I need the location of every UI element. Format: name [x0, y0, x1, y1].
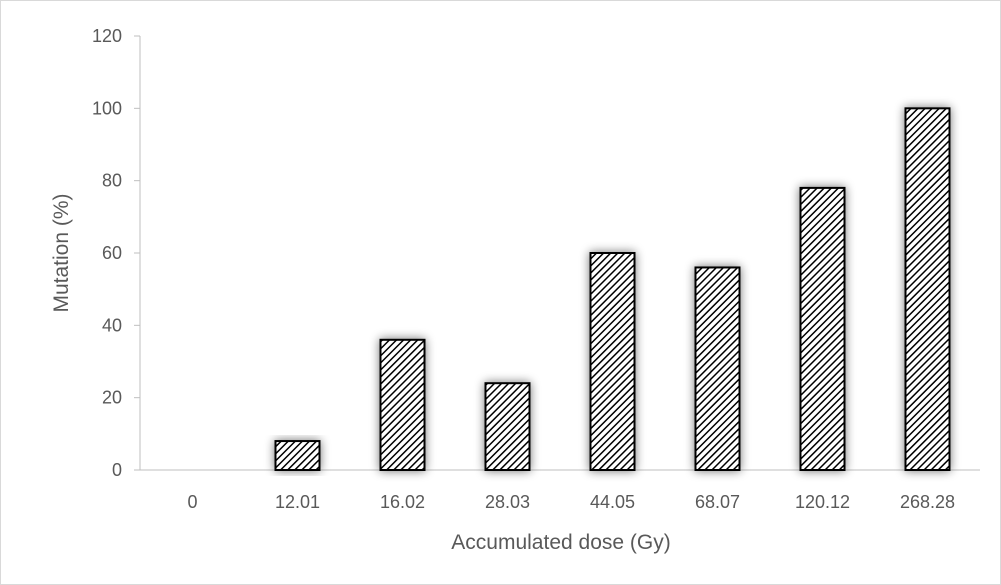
x-tick-label: 68.07 [695, 492, 740, 512]
y-tick-label: 20 [102, 388, 122, 408]
x-axis: 0 12.01 16.02 28.03 44.05 68.07 120.12 268.28 [140, 469, 980, 512]
y-tick-label: 100 [92, 98, 122, 118]
x-tick-label: 0 [187, 492, 197, 512]
y-tick-label: 60 [102, 243, 122, 263]
x-tick-label: 120.12 [795, 492, 850, 512]
x-axis-title: Accumulated dose (Gy) [451, 531, 670, 554]
bar-12.01 [274, 440, 321, 472]
x-tick-label: 16.02 [380, 492, 425, 512]
bar-44.05 [589, 252, 636, 471]
y-tick-label: 120 [92, 26, 122, 46]
bars [274, 107, 951, 472]
y-tick-label: 80 [102, 171, 122, 191]
x-tick-label: 44.05 [590, 492, 635, 512]
x-tick-label: 12.01 [275, 492, 320, 512]
y-tick-label: 0 [112, 460, 122, 480]
bar-68.07 [694, 266, 741, 472]
y-axis: 0 20 40 60 80 100 120 [92, 26, 141, 480]
bar-268.28 [904, 107, 951, 471]
y-axis-title: Mutation (%) [50, 193, 73, 312]
bar-16.02 [379, 338, 426, 471]
bar-120.12 [799, 186, 846, 471]
y-tick-label: 40 [102, 315, 122, 335]
bar-28.03 [484, 382, 531, 472]
x-tick-label: 268.28 [900, 492, 955, 512]
x-tick-label: 28.03 [485, 492, 530, 512]
